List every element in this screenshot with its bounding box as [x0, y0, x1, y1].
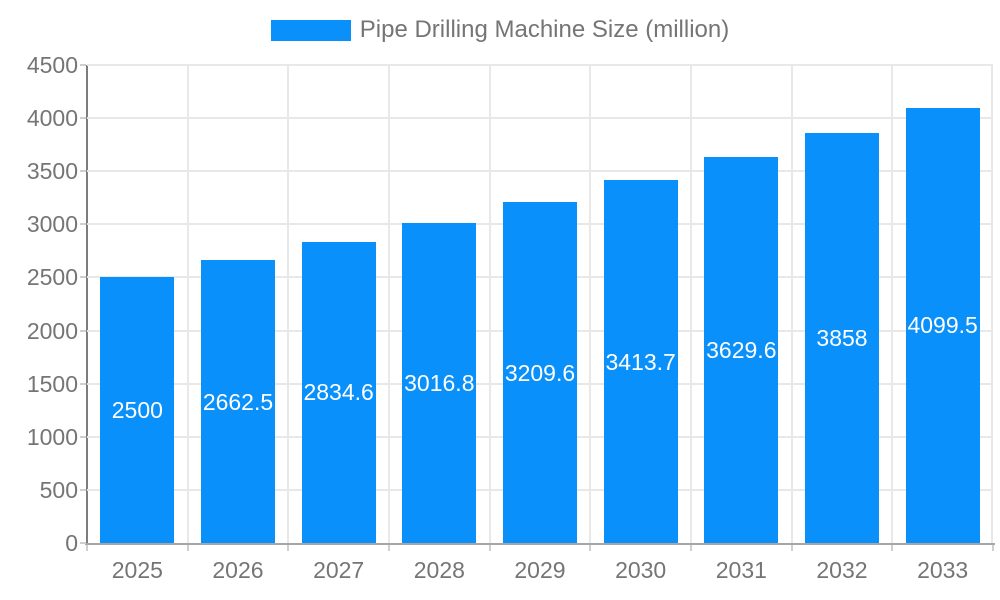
bar[interactable]: 2834.6 — [301, 241, 376, 543]
x-axis-tick — [891, 545, 894, 551]
bar-value-label: 3629.6 — [706, 337, 777, 364]
y-gridline — [87, 64, 993, 66]
plot-area: 2500 2662.5 2834.6 3016.8 3209.6 3413.7 3629.6… — [87, 64, 993, 543]
y-axis-tick — [80, 435, 86, 438]
y-gridline — [87, 117, 993, 120]
bar[interactable]: 3016.8 — [402, 222, 477, 543]
x-axis-tick — [86, 545, 88, 551]
y-axis-tick-label: 2000 — [26, 317, 78, 344]
y-axis-tick-label: 500 — [39, 476, 78, 503]
x-axis-tick — [790, 545, 793, 551]
y-axis-tick-label: 1000 — [26, 423, 78, 450]
y-axis-tick-label: 3500 — [26, 158, 78, 185]
legend-swatch-icon — [270, 19, 351, 41]
y-axis-tick-label: 4000 — [26, 105, 78, 132]
x-axis-tick — [589, 545, 592, 551]
bar-value-label: 2500 — [111, 397, 163, 424]
bar-value-label: 2834.6 — [303, 379, 374, 406]
x-axis-tick — [287, 545, 290, 551]
bar-value-label: 4099.5 — [907, 312, 978, 339]
legend-label: Pipe Drilling Machine Size (million) — [359, 16, 730, 43]
bar[interactable]: 4099.5 — [905, 107, 980, 543]
x-axis-tick-label: 2031 — [715, 557, 767, 583]
y-axis-tick — [80, 382, 86, 385]
x-gridline — [891, 65, 894, 543]
y-axis-tick — [80, 276, 86, 279]
bar[interactable]: 3413.7 — [603, 180, 678, 543]
y-gridline — [87, 170, 993, 173]
bar-value-label: 3413.7 — [605, 348, 676, 375]
x-axis-tick-label: 2029 — [514, 557, 566, 583]
bar-value-label: 3858 — [816, 325, 868, 352]
y-axis-tick — [80, 117, 86, 120]
y-axis-tick — [80, 223, 86, 226]
x-axis-tick-label: 2033 — [917, 557, 969, 583]
x-gridline — [690, 65, 692, 543]
y-axis-tick — [80, 329, 86, 332]
y-axis-tick — [80, 170, 86, 173]
bar[interactable]: 3209.6 — [503, 202, 577, 543]
y-axis-line — [86, 65, 88, 545]
y-axis-tick-label: 1500 — [26, 370, 78, 397]
x-axis-tick-label: 2025 — [111, 557, 163, 583]
x-axis-tick-label: 2028 — [413, 557, 465, 583]
y-axis-tick-label: 3000 — [26, 211, 78, 238]
x-gridline — [790, 65, 793, 543]
x-gridline — [388, 65, 390, 543]
x-axis-tick-label: 2030 — [615, 557, 667, 583]
y-axis-tick — [80, 488, 86, 491]
x-axis-tick-label: 2026 — [212, 557, 264, 583]
x-axis-tick-label: 2032 — [816, 557, 868, 583]
bar-value-label: 3209.6 — [504, 359, 576, 386]
x-gridline — [991, 65, 993, 543]
bar-value-label: 3016.8 — [404, 369, 475, 396]
bar[interactable]: 2500 — [100, 277, 175, 543]
bar[interactable]: 3629.6 — [704, 157, 779, 543]
y-axis-tick-label: 0 — [65, 530, 78, 556]
x-axis-tick — [186, 545, 189, 551]
y-axis-tick-label: 4500 — [26, 52, 78, 78]
y-axis-tick-label: 2500 — [26, 264, 78, 291]
x-axis-tick — [488, 545, 491, 551]
bar[interactable]: 3858 — [805, 133, 879, 543]
x-gridline — [589, 65, 592, 543]
x-axis-tick — [690, 545, 692, 551]
x-gridline — [488, 65, 491, 543]
bar[interactable]: 2662.5 — [201, 260, 275, 543]
x-axis-tick — [992, 545, 994, 551]
x-axis-line — [85, 543, 995, 545]
y-axis-tick — [80, 542, 86, 544]
x-axis-tick — [388, 545, 390, 551]
legend[interactable]: Pipe Drilling Machine Size (million) — [0, 16, 1000, 44]
x-gridline — [186, 65, 189, 543]
bar-value-label: 2662.5 — [202, 388, 274, 415]
y-axis-tick — [80, 64, 86, 66]
x-gridline — [287, 65, 290, 543]
x-axis-tick-label: 2027 — [313, 557, 365, 583]
